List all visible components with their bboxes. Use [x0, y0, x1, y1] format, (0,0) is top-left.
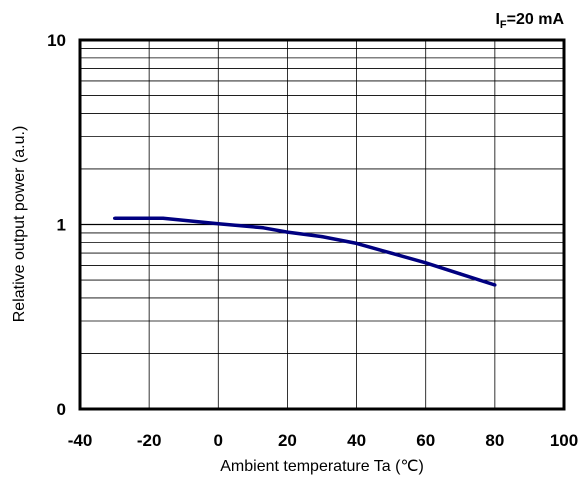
x-tick-label: 80	[485, 431, 504, 450]
series-layer	[113, 216, 497, 287]
x-tick-label: -40	[68, 431, 93, 450]
x-axis-title: Ambient temperature Ta (℃)	[220, 458, 424, 475]
x-tick-label: 60	[416, 431, 435, 450]
y-tick-label: 0	[57, 400, 66, 419]
data-point	[355, 241, 359, 245]
condition-subscript: F	[500, 19, 507, 31]
plot-frame	[78, 38, 566, 411]
data-point	[424, 261, 428, 265]
y-tick-label: 1	[57, 216, 66, 235]
data-point	[113, 216, 117, 220]
data-point	[161, 216, 165, 220]
horizontal-gridlines	[80, 48, 564, 354]
data-point	[389, 251, 393, 255]
x-tick-label: 0	[214, 431, 223, 450]
y-tick-label: 10	[47, 31, 66, 50]
condition-symbol: I	[495, 11, 499, 28]
data-point	[320, 235, 324, 239]
data-point	[261, 226, 265, 230]
data-point	[493, 283, 497, 287]
x-tick-label: 40	[347, 431, 366, 450]
x-tick-label: -20	[137, 431, 162, 450]
data-point	[285, 230, 289, 234]
x-tick-label: 20	[278, 431, 297, 450]
y-axis-title: Relative output power (a.u.)	[11, 126, 28, 323]
data-point	[216, 222, 220, 226]
condition-value: =20 mA	[507, 11, 565, 28]
data-point	[458, 272, 462, 276]
x-tick-label: 100	[550, 431, 578, 450]
y-tick-labels: 0 1 10	[47, 31, 66, 419]
x-tick-labels: -40 -20 0 20 40 60 80 100	[68, 431, 578, 450]
test-condition-label: IF=20 mA	[495, 11, 564, 31]
